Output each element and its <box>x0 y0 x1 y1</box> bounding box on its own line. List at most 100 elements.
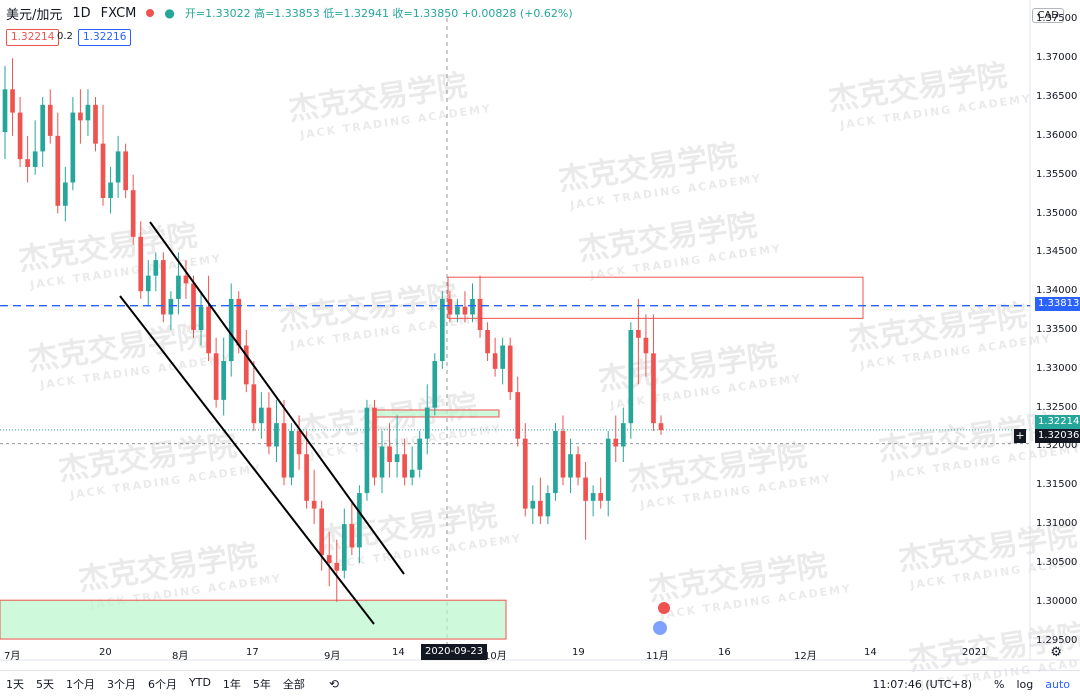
candle[interactable] <box>379 430 385 494</box>
log-toggle[interactable]: log <box>1016 677 1034 691</box>
candle[interactable] <box>281 399 287 486</box>
candle[interactable] <box>78 89 83 144</box>
candle[interactable] <box>507 337 513 400</box>
percent-toggle[interactable]: % <box>994 677 1005 691</box>
candle[interactable] <box>568 438 573 494</box>
candle[interactable] <box>530 485 536 525</box>
candle[interactable] <box>364 399 370 501</box>
candle[interactable] <box>274 399 279 462</box>
candle[interactable] <box>620 407 626 462</box>
candle[interactable] <box>462 291 468 323</box>
gear-icon[interactable]: ⚙ <box>1050 645 1062 660</box>
candle[interactable] <box>545 485 551 525</box>
timeframe-button[interactable]: 全部 <box>282 678 305 691</box>
candle[interactable] <box>183 260 189 299</box>
candle[interactable] <box>17 97 23 167</box>
resistance-zone[interactable] <box>447 276 864 319</box>
event-flag-icon[interactable] <box>658 602 670 614</box>
candle[interactable] <box>40 97 46 167</box>
symbol-name[interactable]: 美元/加元 <box>6 7 63 23</box>
candle[interactable] <box>357 485 362 563</box>
candle[interactable] <box>70 97 76 191</box>
candle[interactable] <box>213 337 219 408</box>
candle[interactable] <box>658 415 664 435</box>
candle[interactable] <box>55 112 61 214</box>
candle[interactable] <box>605 430 611 517</box>
candle[interactable] <box>590 485 596 517</box>
symbol-source[interactable]: FXCM <box>100 5 137 21</box>
candle[interactable] <box>47 89 53 144</box>
candle[interactable] <box>613 415 619 462</box>
symbol-interval[interactable]: 1D <box>72 5 91 21</box>
candle[interactable] <box>424 384 430 455</box>
candle[interactable] <box>93 97 98 152</box>
candle[interactable] <box>243 330 249 393</box>
timeframe-button[interactable]: 1天 <box>6 678 24 691</box>
candle[interactable] <box>296 415 302 470</box>
candle[interactable] <box>123 143 128 198</box>
channel-upper-line[interactable] <box>149 221 405 575</box>
candle[interactable] <box>560 415 566 486</box>
candle[interactable] <box>643 314 649 377</box>
candle[interactable] <box>161 252 166 323</box>
candle[interactable] <box>130 174 136 245</box>
candle[interactable] <box>522 423 528 517</box>
candle[interactable] <box>62 166 68 222</box>
candle[interactable] <box>251 361 257 431</box>
candle[interactable] <box>108 166 113 214</box>
event-markers[interactable] <box>653 602 670 635</box>
candle[interactable] <box>341 508 347 579</box>
candle[interactable] <box>168 291 174 330</box>
candle[interactable] <box>432 353 438 416</box>
candle[interactable] <box>402 438 407 486</box>
currency-badge[interactable]: CAD <box>1032 8 1064 23</box>
candle[interactable] <box>349 500 355 556</box>
candle[interactable] <box>417 430 423 478</box>
candle[interactable] <box>447 291 453 323</box>
candle[interactable] <box>228 283 234 377</box>
bid-price-box[interactable]: 1.32214 <box>6 29 60 46</box>
candle[interactable] <box>25 135 30 183</box>
candle[interactable] <box>334 539 340 602</box>
candle[interactable] <box>583 462 588 540</box>
candle[interactable] <box>515 376 521 447</box>
candle[interactable] <box>455 298 460 323</box>
candle[interactable] <box>575 446 581 486</box>
candle[interactable] <box>387 423 392 478</box>
candle[interactable] <box>259 392 264 439</box>
channel-lower-line[interactable] <box>119 295 375 625</box>
candle[interactable] <box>221 337 227 416</box>
candle[interactable] <box>206 275 211 362</box>
candle[interactable] <box>236 291 242 354</box>
candle[interactable] <box>538 477 543 525</box>
candle[interactable] <box>10 58 15 136</box>
timeframe-button[interactable]: YTD <box>189 676 211 689</box>
candle[interactable] <box>115 135 121 198</box>
candle[interactable] <box>636 298 641 385</box>
add-alert-plus-icon[interactable]: + <box>1014 429 1026 443</box>
candle[interactable] <box>311 469 317 525</box>
support-zone-small[interactable] <box>374 409 500 418</box>
candle[interactable] <box>470 283 475 323</box>
candle[interactable] <box>153 252 159 292</box>
candle[interactable] <box>628 322 634 439</box>
timeframe-button[interactable]: 1年 <box>222 678 241 691</box>
timeframe-button[interactable]: 5天 <box>36 678 54 691</box>
candle[interactable] <box>145 260 151 307</box>
candle[interactable] <box>191 275 196 338</box>
candle[interactable] <box>100 104 106 206</box>
candle[interactable] <box>32 120 38 175</box>
candle[interactable] <box>372 399 377 486</box>
candle[interactable] <box>394 415 400 478</box>
candle[interactable] <box>289 423 294 486</box>
candle[interactable] <box>326 531 332 587</box>
timeframe-button[interactable]: 1个月 <box>66 678 95 691</box>
candle[interactable] <box>198 291 204 346</box>
candle[interactable] <box>2 66 8 160</box>
candle[interactable] <box>651 314 656 431</box>
candle[interactable] <box>553 423 558 501</box>
ask-price-box[interactable]: 1.32216 <box>78 29 132 46</box>
candle[interactable] <box>304 430 309 509</box>
